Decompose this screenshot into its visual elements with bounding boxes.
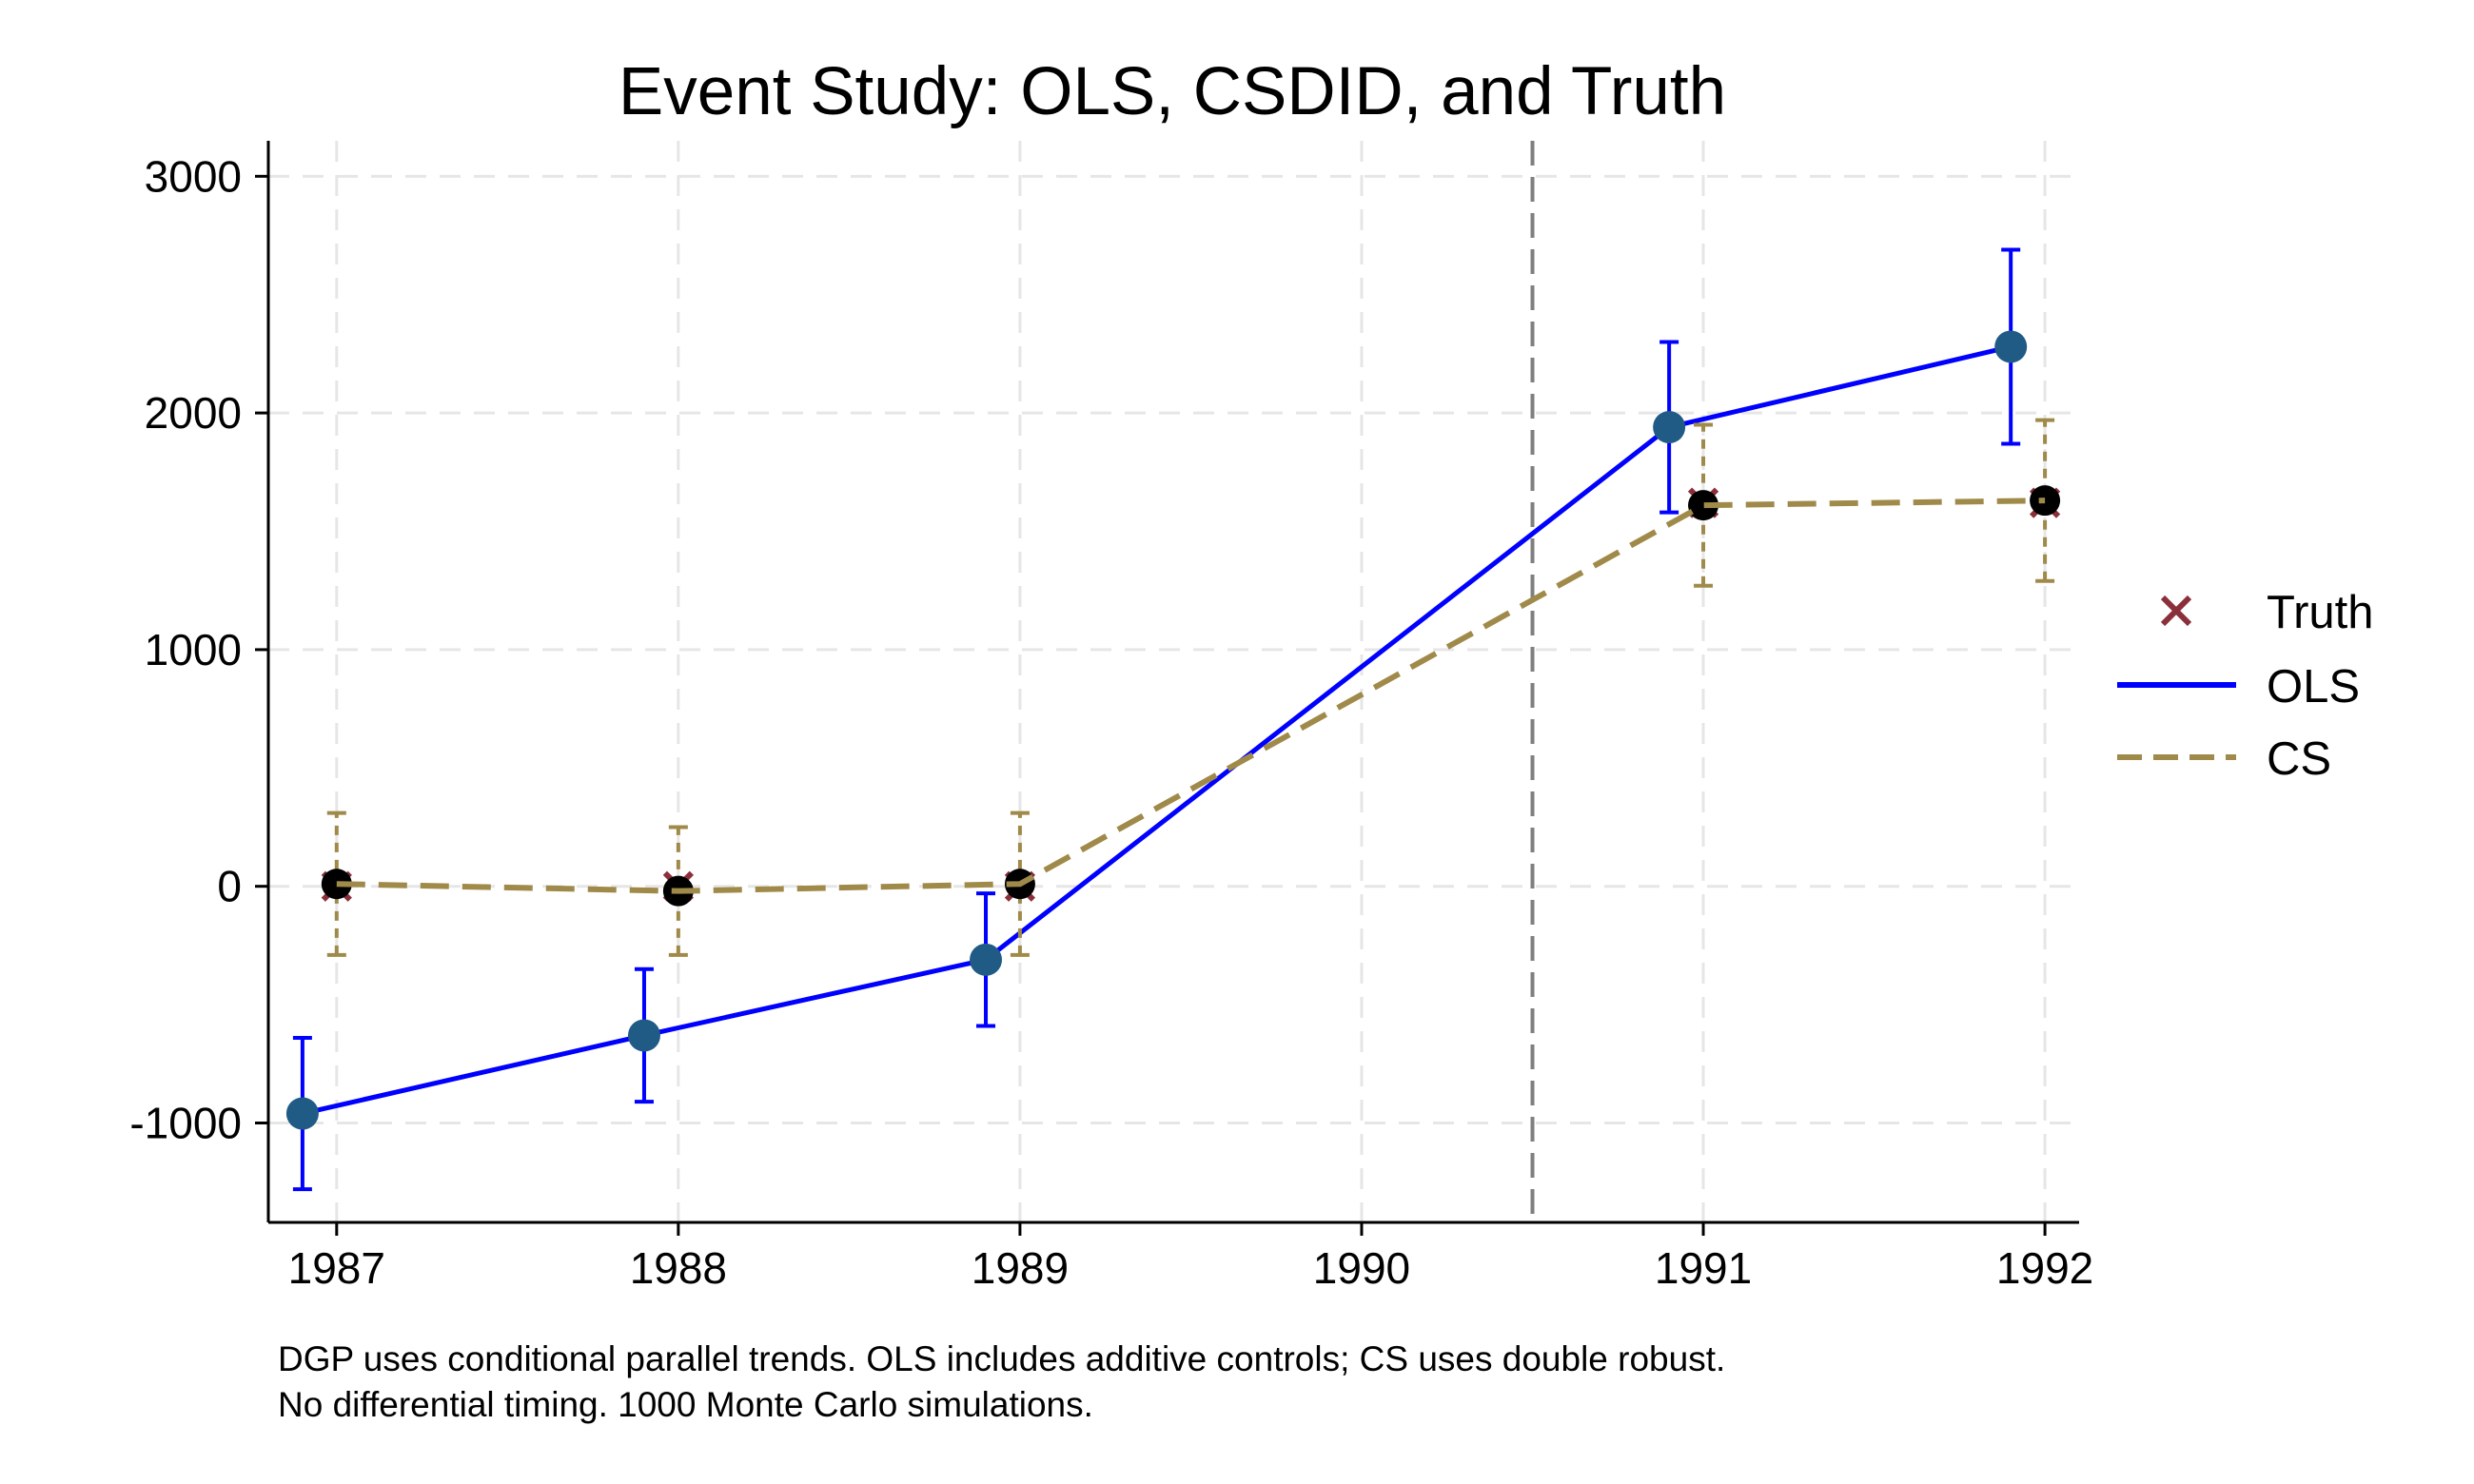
cs-point — [1688, 490, 1719, 521]
y-tick-label: -1000 — [129, 1099, 242, 1148]
note-line-1: DGP uses conditional parallel trends. OL… — [278, 1339, 1726, 1378]
x-tick-label: 1991 — [1655, 1243, 1752, 1293]
truth-marker-stroke — [2160, 595, 2192, 627]
grid-layer — [268, 141, 2079, 1222]
ols-line — [302, 344, 2012, 1116]
y-tick-label: 2000 — [145, 388, 242, 438]
x-tick-label: 1987 — [288, 1243, 385, 1293]
legend-label-ols: OLS — [2267, 661, 2360, 713]
ols-point — [285, 1097, 319, 1130]
legend: Truth OLS CS — [2117, 587, 2374, 785]
y-tick-label: 3000 — [145, 151, 242, 201]
y-tick-label: 0 — [217, 862, 242, 911]
axes-layer: -1000 0 1000 2000 3000 1987 1988 1989 1990 1991 19… — [129, 141, 2093, 1293]
x-tick-label: 1990 — [1313, 1243, 1410, 1293]
ols-point — [970, 943, 1003, 976]
y-tick-label: 1000 — [145, 625, 242, 674]
x-tick-label: 1992 — [1996, 1243, 2093, 1293]
chart-title: Event Study: OLS, CSDID, and Truth — [618, 54, 1726, 129]
ols-point — [1653, 411, 1686, 444]
x-tick-label: 1988 — [630, 1243, 727, 1293]
series-layer — [285, 247, 2061, 1192]
cs-line — [336, 498, 2046, 894]
x-tick-label: 1989 — [972, 1243, 1069, 1293]
legend-label-cs: CS — [2267, 733, 2331, 785]
ols-point — [1994, 330, 2028, 363]
note-line-2: No differential timing. 1000 Monte Carlo… — [278, 1385, 1093, 1424]
ols-point — [627, 1019, 660, 1052]
legend-label-truth: Truth — [2267, 587, 2374, 638]
